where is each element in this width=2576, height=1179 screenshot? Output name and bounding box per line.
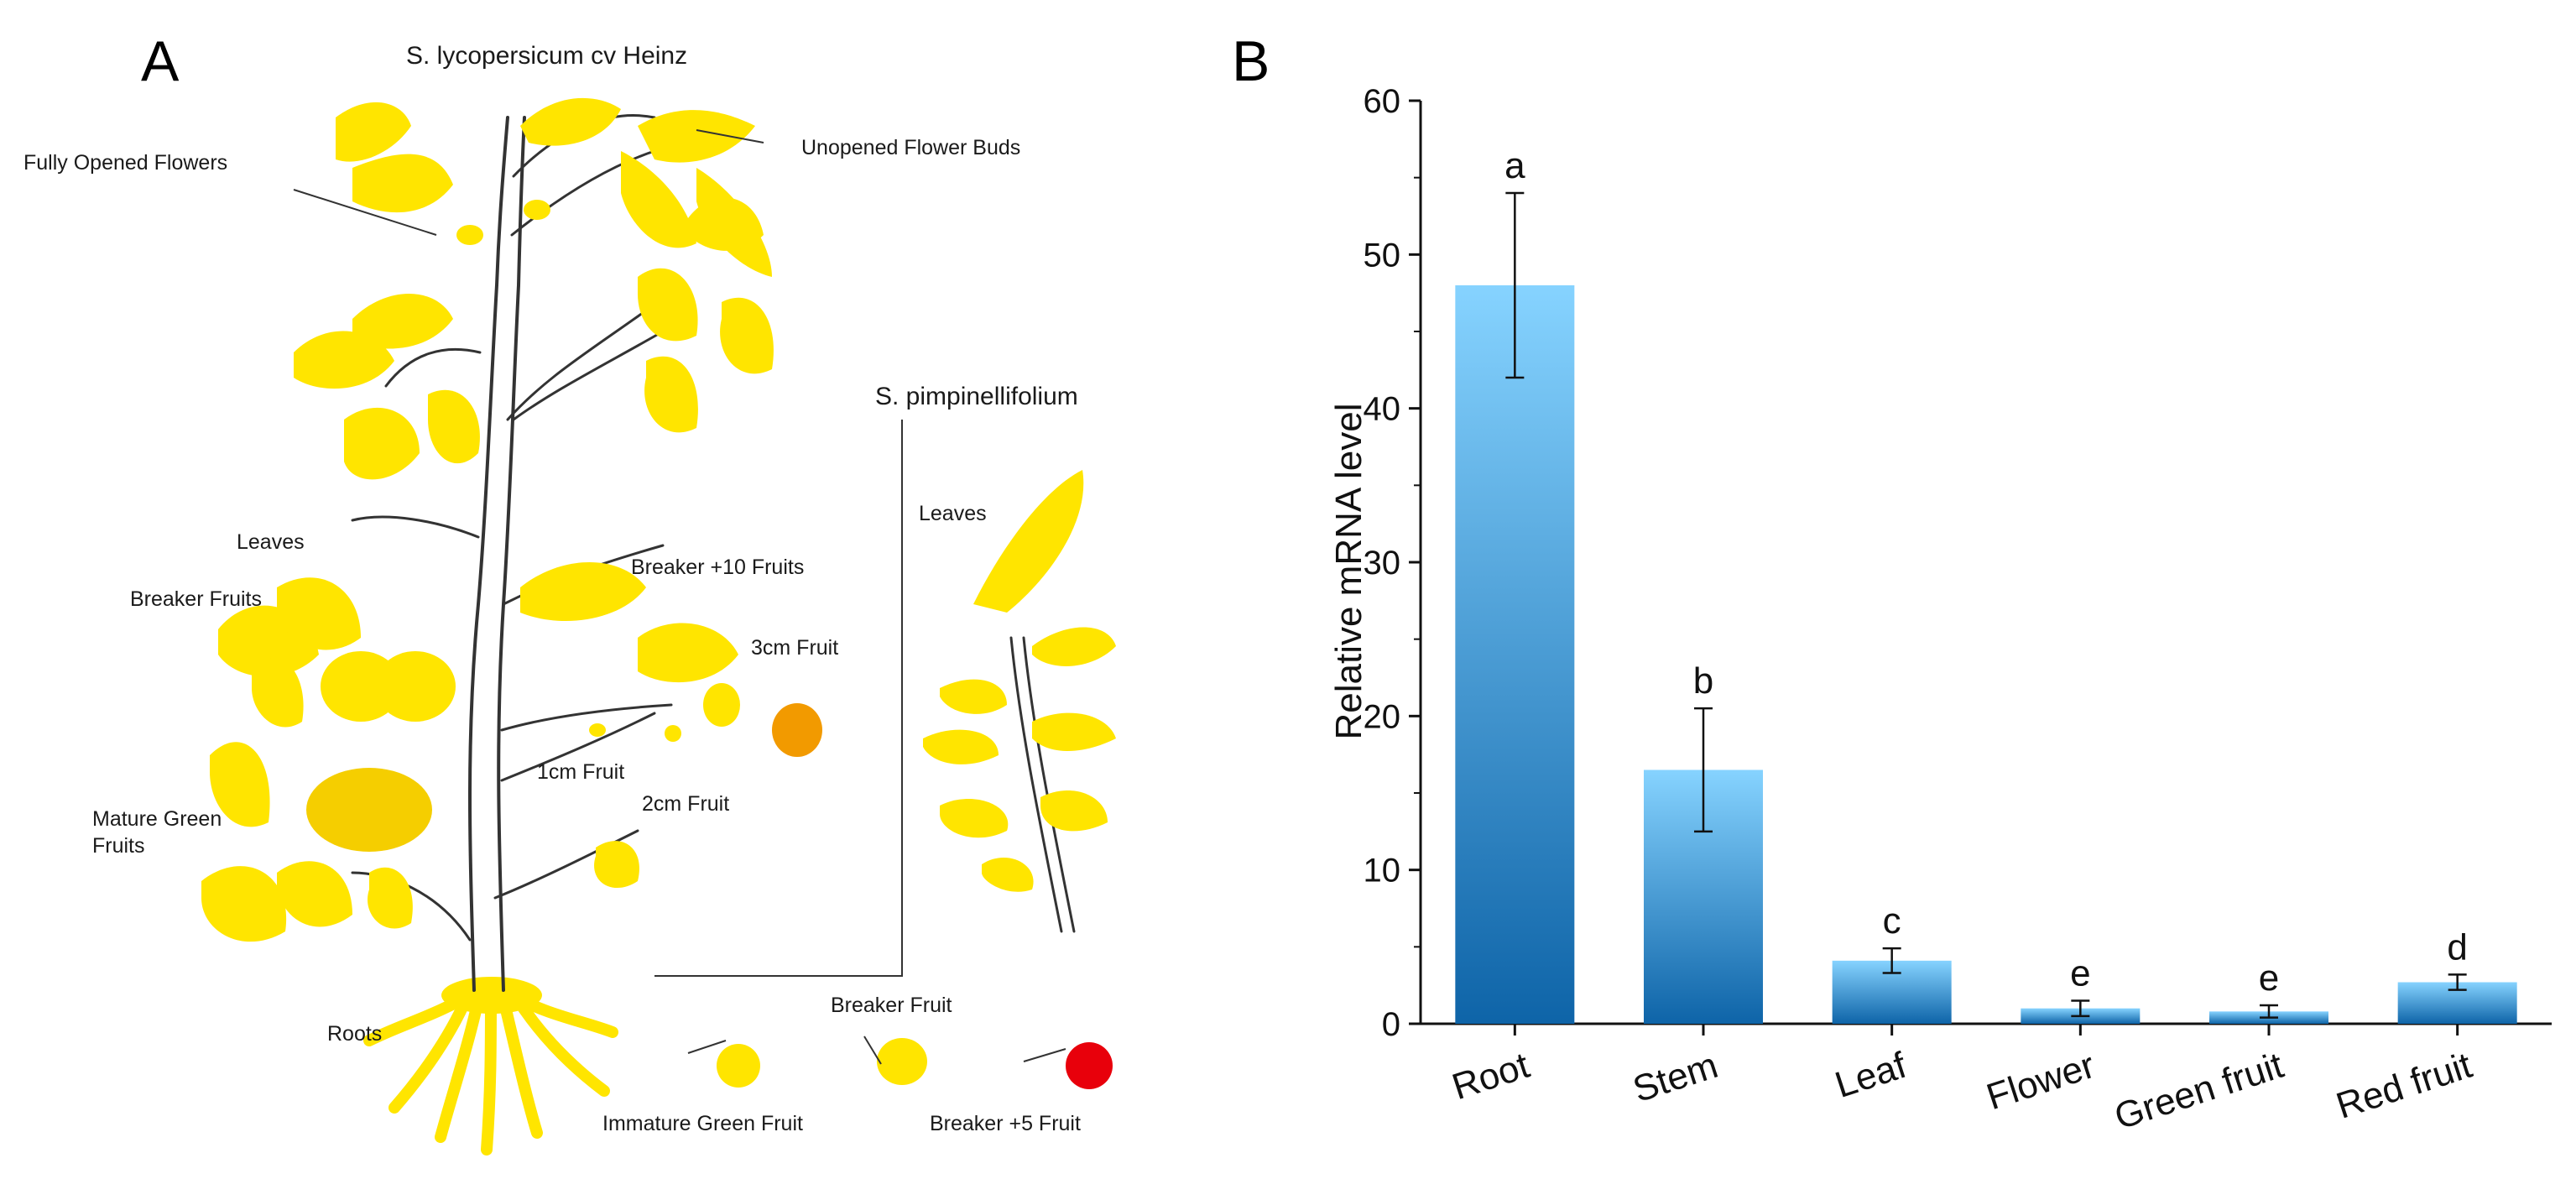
- y-tick-label: 40: [1364, 391, 1401, 428]
- y-tick-label: 0: [1382, 1006, 1400, 1043]
- error-bar-leaf: [1882, 947, 1901, 974]
- bar-root: [1455, 285, 1575, 1024]
- x-category-label: Root: [1447, 1045, 1535, 1108]
- x-category-label: Stem: [1628, 1045, 1723, 1110]
- error-bar-red-fruit: [2448, 973, 2467, 991]
- chart-bars: [1455, 285, 2517, 1024]
- label-unopened-flower-buds: Unopened Flower Buds: [801, 136, 1020, 159]
- label-mature-green-line1: Mature Green: [92, 807, 222, 831]
- panel-b-letter: B: [1232, 29, 1270, 93]
- panel-a-title: S. lycopersicum cv Heinz: [406, 42, 687, 70]
- pimpinellifolium-bracket: [654, 420, 903, 977]
- label-3cm-fruit: 3cm Fruit: [751, 636, 838, 660]
- chart-axes: 0 10 20 30 40 50 60: [1364, 83, 2552, 1043]
- y-tick-label: 10: [1364, 853, 1401, 889]
- label-breaker-10-fruits: Breaker +10 Fruits: [631, 556, 804, 579]
- y-axis-title: Relative mRNA level: [1328, 403, 1369, 739]
- y-tick-label: 30: [1364, 545, 1401, 582]
- label-mature-green-line2: Fruits: [92, 834, 145, 858]
- label-breaker-5-fruit: Breaker +5 Fruit: [930, 1112, 1081, 1135]
- significance-letter: e: [2070, 953, 2090, 994]
- y-tick-label: 20: [1364, 698, 1401, 735]
- label-pimpinellifolium: S. pimpinellifolium: [875, 383, 1078, 410]
- panel-a-letter: A: [141, 29, 180, 93]
- label-2cm-fruit: 2cm Fruit: [642, 792, 729, 816]
- stage-fruit-shapes: [717, 1038, 1113, 1089]
- x-category-label: Red fruit: [2331, 1045, 2476, 1127]
- label-roots: Roots: [327, 1022, 382, 1046]
- x-category-label: Flower: [1982, 1045, 2100, 1118]
- label-fully-opened-flowers: Fully Opened Flowers: [23, 151, 227, 175]
- y-tick-label: 50: [1364, 237, 1401, 274]
- label-1cm-fruit: 1cm Fruit: [537, 760, 624, 784]
- y-tick-label: 60: [1364, 83, 1401, 120]
- label-leaves: Leaves: [237, 530, 305, 554]
- panel-a-plant-illustration: A S. lycopersicum cv Heinz: [23, 29, 1116, 1156]
- error-bar-flower: [2071, 999, 2090, 1018]
- label-breaker-fruit: Breaker Fruit: [831, 994, 952, 1017]
- leaf-shapes: [201, 97, 774, 942]
- significance-letter: d: [2447, 926, 2467, 968]
- significance-letter: b: [1693, 660, 1713, 702]
- error-bar-root: [1505, 191, 1525, 379]
- panel-b-bar-chart: B 0 10 20 30 40 50 60 a b c e e d Root Stem Leaf Flowe…: [1232, 29, 2552, 1138]
- pimpinellifolium-drawing: [923, 470, 1116, 933]
- chart-category-labels: Root Stem Leaf Flower Green fruit Red fruit: [1447, 1045, 2477, 1138]
- x-category-label: Leaf: [1830, 1045, 1911, 1106]
- significance-letter: c: [1883, 900, 1901, 942]
- x-category-label: Green fruit: [2109, 1045, 2288, 1138]
- heinz-plant-drawing: [201, 97, 1116, 1156]
- error-bar-stem: [1694, 707, 1713, 833]
- fruit-shapes: [306, 200, 822, 852]
- label-pimp-leaves: Leaves: [919, 502, 987, 525]
- label-immature-green-fruit: Immature Green Fruit: [602, 1112, 803, 1135]
- chart-error-bars: [1505, 191, 2467, 1019]
- significance-letter: a: [1504, 145, 1525, 186]
- chart-significance-letters: a b c e e d: [1504, 145, 2468, 999]
- label-breaker-fruits: Breaker Fruits: [130, 587, 262, 611]
- leader-lines: [293, 129, 1066, 1065]
- error-bar-green-fruit: [2260, 1004, 2278, 1019]
- roots-illustration: [363, 977, 618, 1156]
- significance-letter: e: [2259, 957, 2279, 999]
